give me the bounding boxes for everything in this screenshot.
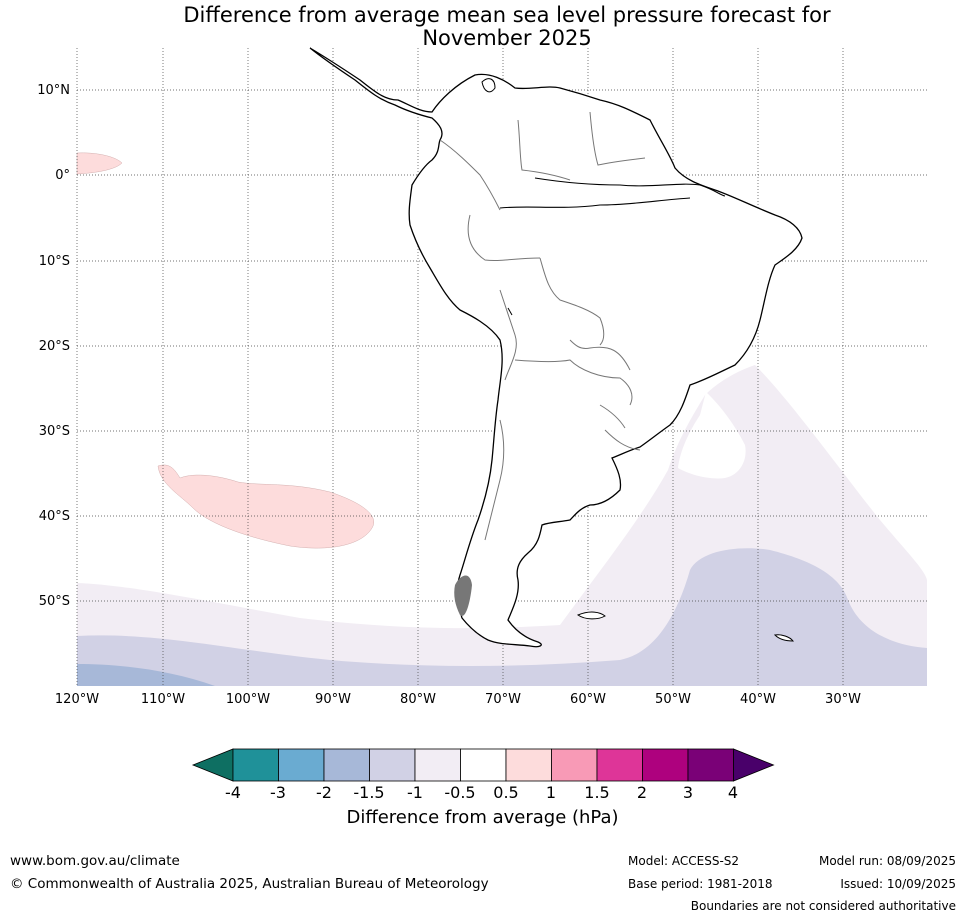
anomaly-gap-atlantic [678, 392, 746, 479]
colorbar-tick: 0.5 [493, 783, 519, 802]
lon-label-70w: 70°W [485, 692, 521, 707]
anomaly-region-pink-equator [76, 152, 123, 175]
graticule [76, 48, 927, 686]
anomaly-band-lavender [77, 548, 927, 686]
footer-base-period: Base period: 1981-2018 [628, 877, 773, 891]
lon-label-120w: 120°W [54, 692, 100, 707]
title-line-1: Difference from average mean sea level p… [183, 3, 831, 27]
anomaly-regions [76, 152, 927, 686]
colorbar-tick: -0.5 [444, 783, 476, 802]
lon-label-30w: 30°W [825, 692, 861, 707]
colorbar-bin [369, 748, 416, 782]
footer-model: Model: ACCESS-S2 [628, 854, 740, 868]
colorbar-tick: -1.5 [353, 783, 385, 802]
colorbar-tick: -3 [270, 783, 286, 802]
colorbar-bin [505, 748, 552, 782]
lon-label-80w: 80°W [400, 692, 436, 707]
colorbar-bin [642, 748, 689, 782]
colorbar-bin [551, 748, 598, 782]
lat-label-10n: 10°N [37, 83, 70, 98]
footer-disclaimer: Boundaries are not considered authoritat… [690, 899, 956, 913]
map-title: Difference from average mean sea level p… [0, 4, 965, 50]
footer-copyright: © Commonwealth of Australia 2025, Austra… [10, 876, 489, 892]
colorbar-tick: 2 [636, 783, 648, 802]
lon-label-110w: 110°W [140, 692, 186, 707]
lon-label-40w: 40°W [740, 692, 776, 707]
colorbar-extend-low [191, 748, 234, 782]
lat-label-50s: 50°S [38, 594, 70, 609]
chile-fjords [454, 575, 472, 616]
colorbar-tick: 1 [545, 783, 557, 802]
footer-model-run: Model run: 08/09/2025 [818, 854, 956, 868]
south-america-coastline [309, 47, 803, 648]
lat-label-30s: 30°S [38, 424, 70, 439]
colorbar-tick: 4 [727, 783, 739, 802]
islands [481, 78, 795, 642]
colorbar-extend-high [733, 748, 775, 782]
title-line-2: November 2025 [422, 26, 592, 50]
colorbar-tick: -2 [316, 783, 332, 802]
colorbar-bin [460, 748, 507, 782]
lon-label-50w: 50°W [655, 692, 691, 707]
lat-label-20s: 20°S [38, 339, 70, 354]
colorbar-bin [323, 748, 370, 782]
lat-label-0: 0° [55, 168, 70, 183]
footer-website: www.bom.gov.au/climate [10, 853, 180, 869]
lat-label-10s: 10°S [38, 254, 70, 269]
colorbar-label: Difference from average (hPa) [346, 807, 619, 828]
colorbar-bin [596, 748, 643, 782]
colorbar-tick: -4 [225, 783, 241, 802]
colorbar-bin [232, 748, 279, 782]
colorbar-bin [414, 748, 461, 782]
colorbar-tick: 1.5 [584, 783, 610, 802]
lon-label-60w: 60°W [570, 692, 606, 707]
colorbar [191, 748, 775, 782]
country-borders [439, 111, 646, 541]
colorbar-bin [687, 748, 734, 782]
colorbar-tick: 3 [682, 783, 694, 802]
rivers [499, 177, 726, 209]
colorbar-bin [278, 748, 325, 782]
footer-issued: Issued: 10/09/2025 [840, 877, 956, 891]
anomaly-band-blue [77, 664, 215, 686]
lon-label-100w: 100°W [225, 692, 271, 707]
lat-label-40s: 40°S [38, 509, 70, 524]
lon-label-90w: 90°W [315, 692, 351, 707]
colorbar-tick: -1 [407, 783, 423, 802]
anomaly-region-pink-southeast-pacific [157, 464, 374, 549]
